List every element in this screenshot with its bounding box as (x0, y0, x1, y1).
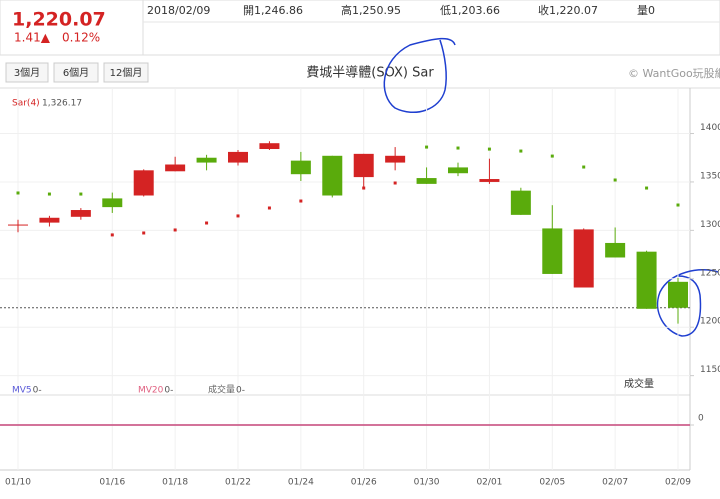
sar-label: Sar(4) (12, 99, 40, 109)
legend-name: MV5 (12, 386, 32, 396)
quote: 量0 (637, 4, 655, 17)
sar-value: 1,326.17 (42, 99, 82, 109)
candle-body (70, 210, 91, 217)
sar-dot (519, 149, 523, 153)
candle-body (668, 281, 688, 308)
candle-body (448, 167, 468, 174)
sar-dot (142, 231, 146, 235)
sar-dot (582, 165, 586, 169)
sar-dot (550, 154, 554, 158)
sar-dot (425, 145, 429, 149)
range-button[interactable] (53, 62, 99, 83)
date: 2018/02/09 (147, 4, 210, 17)
candle-body (542, 228, 563, 274)
y-tick-label: 1350 (700, 171, 720, 181)
quote: 收1,220.07 (538, 3, 598, 17)
x-tick-label: 01/18 (162, 478, 188, 488)
candle-body (102, 198, 123, 208)
quote: 高1,250.95 (341, 3, 401, 17)
sar-dot (456, 146, 460, 150)
x-tick-label: 01/26 (351, 478, 377, 488)
x-tick-label: 01/24 (288, 478, 314, 488)
candle-body (479, 179, 500, 182)
sar-dot (676, 203, 680, 207)
watermark: © WantGoo玩股網 (628, 66, 720, 80)
y-tick-label: 1300 (700, 220, 720, 230)
legend-name: 成交量 (208, 384, 235, 396)
candle-body (510, 190, 531, 215)
sar-dot (205, 221, 209, 225)
candle-body (322, 155, 343, 196)
candle-body (605, 242, 626, 258)
sar-dot (16, 191, 20, 195)
y-tick-label: 1150 (700, 365, 720, 375)
quote: 低1,203.66 (440, 4, 500, 17)
legend-value: 0- (33, 386, 42, 396)
candle-body (259, 143, 280, 150)
candle-body (290, 160, 311, 175)
range-button[interactable] (103, 62, 149, 83)
range-buttons: 3個月 6個月 12個月 (5, 62, 149, 83)
candle-body (385, 155, 406, 163)
sar-dot (173, 228, 177, 232)
candle-body (416, 178, 437, 184)
candle-body (353, 153, 374, 178)
annotation-circle (656, 269, 719, 337)
sar-dot (79, 192, 83, 196)
y-tick-label: 1250 (700, 268, 720, 278)
header-bar (0, 0, 720, 56)
x-tick-label: 01/10 (5, 478, 31, 488)
x-tick-label: 02/01 (476, 478, 502, 488)
legend-name: MV20 (138, 386, 164, 396)
candle-body (39, 217, 60, 223)
x-tick-label: 02/09 (665, 478, 691, 488)
sar-dot (487, 147, 491, 151)
change: 1.41▲ (14, 31, 51, 45)
sar-dot (47, 192, 51, 196)
candle-body (8, 224, 28, 226)
legend-value: 0- (236, 386, 245, 396)
x-tick-label: 02/07 (602, 478, 628, 488)
candle-body (573, 229, 594, 288)
price: 1,220.07 (12, 9, 106, 31)
sar-dot (299, 199, 303, 203)
candle-body (228, 151, 248, 163)
y-tick-label: 0 (698, 414, 704, 424)
sar-dot (645, 186, 649, 190)
x-tick-label: 01/16 (99, 478, 125, 488)
range-button-label[interactable]: 12個月 (110, 66, 143, 79)
change-pct: 0.12% (62, 31, 100, 45)
quote: 開1,246.86 (243, 4, 303, 17)
candle-body (165, 164, 186, 172)
candle-body (636, 251, 657, 309)
candle-body (133, 170, 154, 196)
range-button[interactable] (5, 62, 49, 83)
range-button-label[interactable]: 6個月 (63, 66, 89, 79)
range-button-label[interactable]: 3個月 (14, 66, 40, 79)
sar-dot (236, 214, 240, 218)
chart-title: 費城半導體(SOX) Sar (306, 66, 434, 81)
x-tick-label: 01/22 (225, 478, 251, 488)
volume-label: 成交量 (624, 377, 654, 390)
sar-dot (393, 181, 397, 185)
x-tick-label: 02/05 (539, 478, 565, 488)
candle-body (196, 157, 217, 163)
sar-dot (613, 178, 617, 182)
sar-dot (330, 192, 334, 196)
sar-dot (267, 206, 271, 210)
sar-dot (362, 186, 366, 190)
legend-value: 0- (164, 386, 173, 396)
y-tick-label: 1200 (700, 317, 720, 327)
annotation-circle (383, 37, 456, 113)
x-tick-label: 01/30 (414, 478, 440, 488)
sar-dot (110, 233, 114, 237)
